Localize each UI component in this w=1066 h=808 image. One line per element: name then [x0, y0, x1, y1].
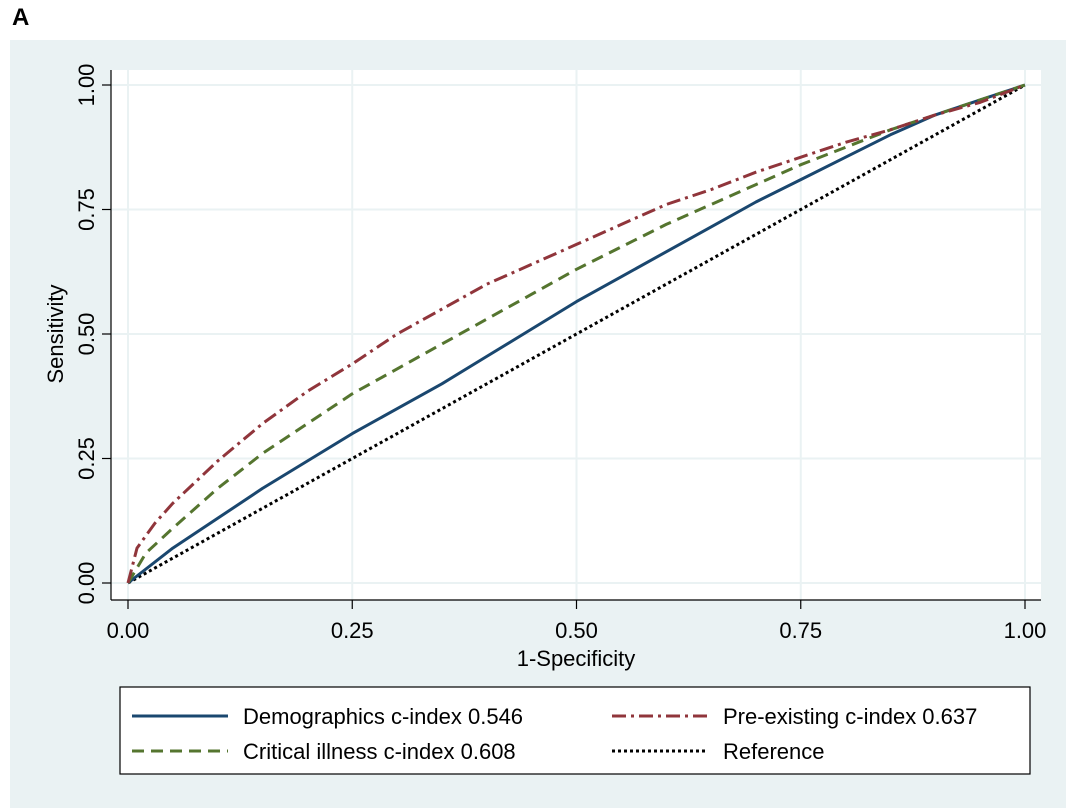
legend-label-0: Demographics c-index 0.546: [243, 704, 523, 729]
legend-label-1: Pre-existing c-index 0.637: [723, 704, 977, 729]
y-tick-label: 0.25: [74, 437, 99, 480]
x-tick-label: 0.00: [107, 618, 150, 643]
y-tick-label: 0.00: [74, 562, 99, 605]
series-line-2: [126, 83, 1026, 584]
x-tick-label: 0.25: [331, 618, 374, 643]
axes: 0.00 0.00 0.25 0.25 0.50 0.50 0.75 0.75 1.00 1.00: [74, 64, 1046, 643]
legend-box: [119, 686, 1031, 775]
legend-label-3: Reference: [723, 739, 825, 764]
gridlines: [111, 70, 1041, 600]
y-tick-label: 1.00: [74, 64, 99, 107]
x-tick-label: 0.75: [779, 618, 822, 643]
series-line-3: [127, 83, 1026, 585]
y-tick-label: 0.75: [74, 188, 99, 231]
y-tick-label: 0.50: [74, 313, 99, 356]
x-axis-title: 1-Specificity: [517, 646, 636, 671]
series-line-0: [127, 83, 1026, 585]
series-lines: [126, 83, 1026, 585]
legend-label-2: Critical illness c-index 0.608: [243, 739, 516, 764]
x-tick-label: 0.50: [555, 618, 598, 643]
legend: Demographics c-index 0.546 Pre-existing c…: [119, 686, 1031, 775]
y-axis-title: Sensitivity: [43, 284, 68, 383]
panel-label: A: [12, 4, 30, 31]
x-tick-label: 1.00: [1004, 618, 1047, 643]
